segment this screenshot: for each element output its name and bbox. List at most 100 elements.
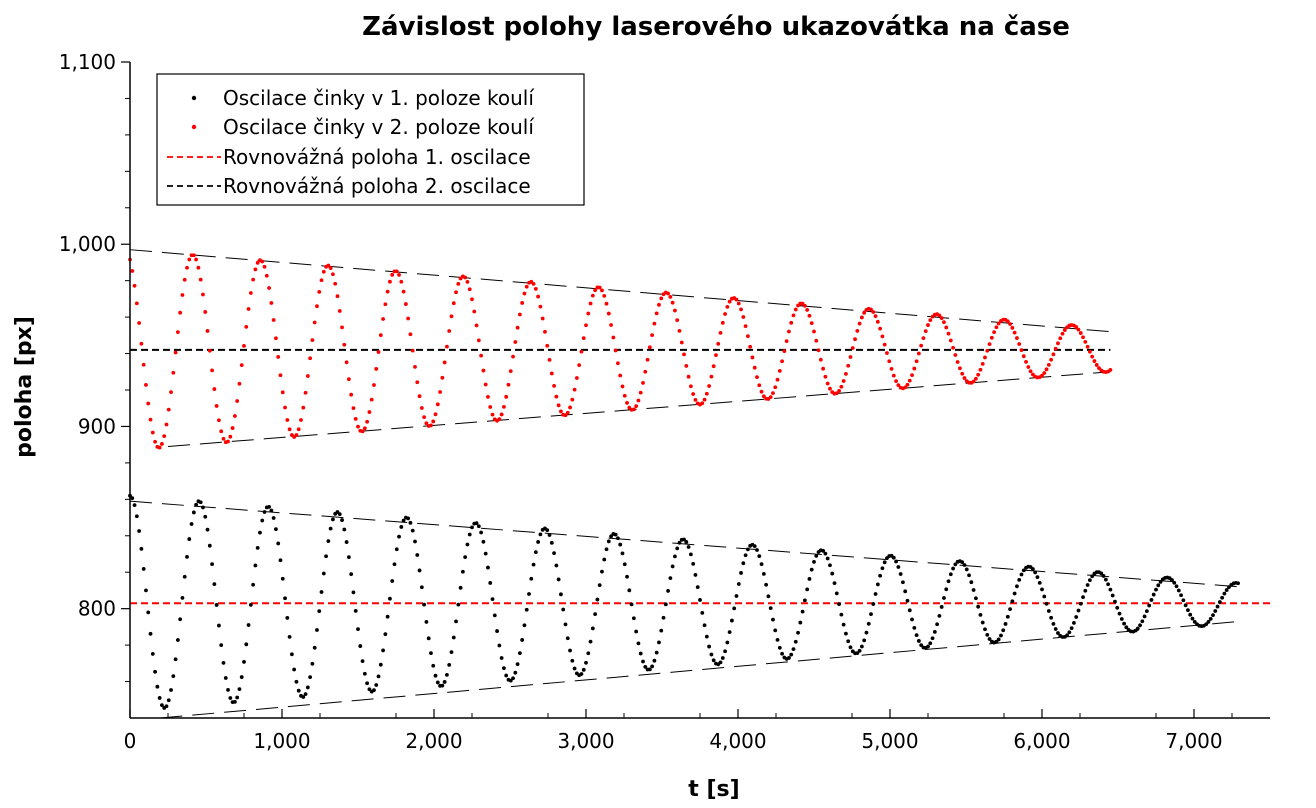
data-point [545,343,550,348]
data-point [346,377,351,382]
data-point [1103,577,1108,582]
data-point [406,316,411,321]
data-point [994,639,999,644]
data-point [476,338,481,343]
data-point [889,366,894,371]
data-point [399,525,404,529]
data-point [1085,344,1090,349]
data-point [862,310,867,315]
data-point [547,357,552,362]
data-point [230,426,235,430]
data-point [928,318,933,323]
data-point [999,633,1003,638]
data-point [504,673,509,678]
data-point [173,657,178,662]
data-point [1108,587,1113,592]
data-point [383,632,388,637]
data-point [805,308,810,312]
data-point [239,363,244,368]
data-point [1069,626,1074,631]
data-point [791,647,796,652]
data-point [563,413,568,418]
data-point [616,536,620,541]
data-point [310,661,315,666]
data-point [166,698,171,703]
data-point [743,324,748,329]
data-point [964,567,969,572]
data-point [203,514,208,519]
data-point [319,278,324,283]
data-point [1113,599,1117,604]
data-point [239,675,244,679]
data-point [750,355,755,360]
data-point [456,281,461,286]
data-point [146,401,151,406]
data-point [609,323,613,327]
data-point [661,615,666,620]
data-point [383,302,388,307]
data-point [244,324,249,329]
data-point [242,343,246,348]
data-point [802,303,807,308]
data-point [1186,608,1190,613]
y-axis-title: poloha [px] [12,316,37,458]
data-point [1211,613,1215,618]
data-point [739,307,743,312]
data-point [805,587,810,592]
data-point [251,277,256,282]
data-point [1044,601,1049,606]
data-point [217,623,221,628]
data-point [328,526,333,531]
data-point [326,263,331,268]
data-point [572,666,577,671]
data-point [1081,335,1085,340]
data-point [1078,331,1083,335]
data-point [809,567,814,572]
data-point [885,351,889,355]
data-point [844,631,848,636]
data-point [568,648,572,653]
data-point [636,398,641,403]
data-point [967,573,971,578]
data-point [463,555,468,560]
data-point [502,666,506,671]
data-point [287,634,292,639]
data-point [397,534,401,539]
data-point [1213,609,1218,613]
data-point [315,304,319,309]
data-point [292,667,297,672]
data-point [983,627,987,632]
data-point [823,551,828,556]
data-point [837,602,841,606]
data-point [472,309,477,314]
data-point [880,566,885,571]
data-point [182,574,187,579]
data-point [483,382,488,387]
data-point [137,529,142,533]
data-point [948,572,953,577]
data-point [588,301,593,306]
data-point [1040,587,1044,592]
data-point [353,609,358,613]
data-point [670,300,675,305]
data-point [579,349,584,354]
data-point [1144,609,1149,614]
data-point [171,674,176,679]
data-point [807,313,812,318]
data-point [1019,348,1024,353]
data-point [319,590,324,594]
data-point [399,279,404,284]
data-point [226,439,230,444]
data-point [604,547,609,552]
data-point [882,342,887,347]
data-point [536,294,541,299]
data-point [1174,584,1179,589]
data-point [593,612,598,617]
data-point [221,660,226,665]
data-point [985,348,990,353]
data-point [625,401,629,405]
data-point [390,272,395,277]
data-point [312,645,317,650]
data-point [704,391,709,396]
